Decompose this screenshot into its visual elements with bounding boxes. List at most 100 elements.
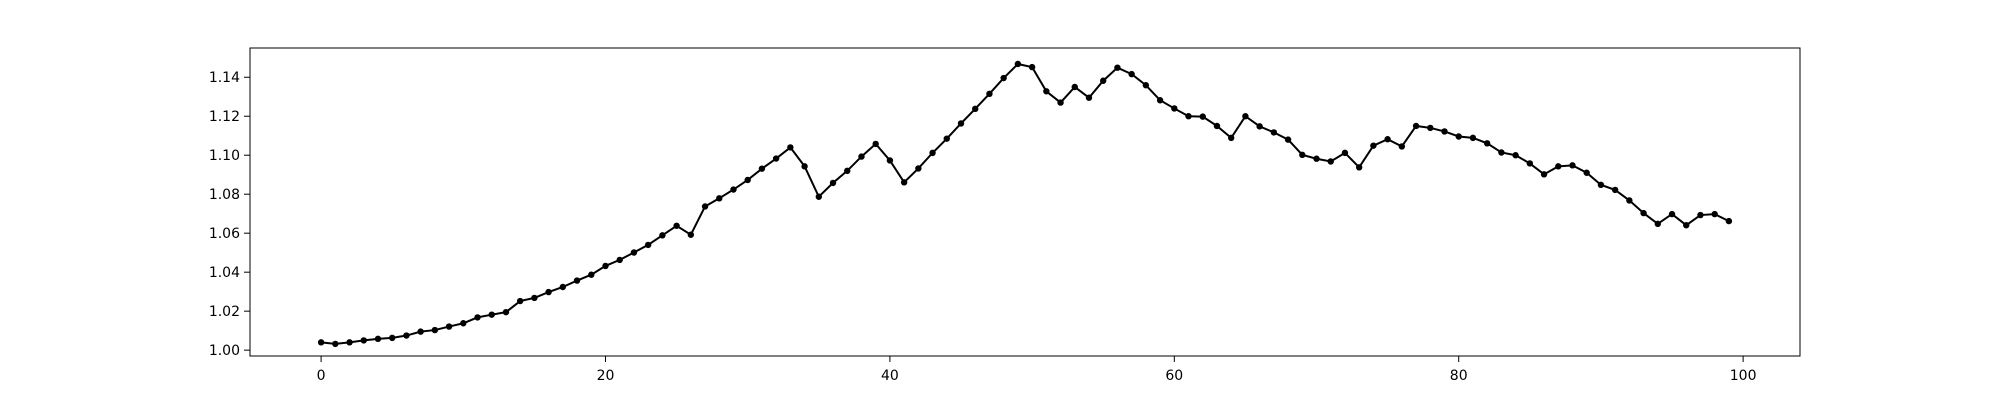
data-point bbox=[858, 153, 865, 160]
data-point bbox=[1668, 210, 1676, 218]
data-point bbox=[1071, 83, 1078, 91]
data-point bbox=[1057, 99, 1064, 106]
data-point bbox=[1227, 134, 1235, 142]
data-point bbox=[1242, 113, 1249, 120]
data-point bbox=[673, 222, 680, 229]
data-point bbox=[844, 167, 851, 175]
data-point bbox=[1483, 140, 1491, 147]
data-point bbox=[1270, 129, 1278, 136]
data-point bbox=[1654, 220, 1662, 228]
data-point bbox=[1085, 94, 1093, 101]
data-point bbox=[1313, 155, 1320, 162]
y-axis-ticks: 1.00 1.02 1.04 1.06 1.08 1.10 1.12 1.14 bbox=[209, 70, 250, 359]
data-point bbox=[1455, 133, 1462, 140]
data-point bbox=[1640, 209, 1647, 217]
data-point bbox=[1199, 113, 1206, 120]
x-tick-label: 20 bbox=[597, 368, 615, 384]
y-tick-label: 1.08 bbox=[209, 187, 240, 203]
data-point bbox=[545, 288, 552, 296]
data-point bbox=[616, 256, 623, 264]
data-point bbox=[801, 163, 808, 170]
data-point bbox=[972, 105, 979, 113]
data-point bbox=[1512, 152, 1519, 159]
data-point bbox=[531, 294, 538, 302]
data-point bbox=[1355, 164, 1363, 171]
data-point bbox=[1014, 60, 1022, 68]
data-point bbox=[1412, 122, 1420, 130]
data-point bbox=[815, 193, 823, 200]
data-point bbox=[1697, 211, 1704, 219]
data-point bbox=[687, 231, 695, 238]
data-point bbox=[460, 320, 467, 327]
data-point bbox=[360, 337, 367, 344]
data-point bbox=[872, 140, 879, 148]
data-point bbox=[1370, 142, 1377, 149]
data-point bbox=[1683, 222, 1690, 229]
data-point bbox=[915, 165, 922, 172]
data-point bbox=[1526, 160, 1534, 167]
data-point bbox=[829, 179, 837, 187]
y-tick-label: 1.14 bbox=[209, 70, 240, 86]
data-point bbox=[1327, 158, 1334, 165]
data-point bbox=[1341, 149, 1349, 157]
data-point bbox=[659, 232, 666, 239]
plot-area-background bbox=[250, 48, 1800, 356]
x-tick-label: 80 bbox=[1450, 368, 1468, 384]
x-axis-ticks: 0 20 40 60 80 100 bbox=[317, 356, 1757, 384]
x-tick-label: 60 bbox=[1165, 368, 1183, 384]
data-point bbox=[1043, 88, 1050, 95]
data-point bbox=[644, 241, 652, 249]
data-point bbox=[1555, 163, 1562, 170]
data-point bbox=[772, 155, 780, 162]
series-markers bbox=[317, 60, 1733, 348]
data-point bbox=[1100, 77, 1107, 84]
x-tick-label: 40 bbox=[881, 368, 899, 384]
data-point bbox=[346, 339, 353, 346]
data-point bbox=[474, 314, 481, 321]
x-tick-label: 0 bbox=[317, 368, 326, 384]
x-tick-label: 100 bbox=[1730, 368, 1757, 384]
data-point bbox=[943, 135, 950, 142]
data-point bbox=[431, 326, 439, 334]
data-point bbox=[1540, 171, 1548, 178]
data-point bbox=[1256, 123, 1263, 130]
data-point bbox=[1498, 149, 1505, 156]
data-point bbox=[417, 328, 424, 335]
data-point bbox=[332, 340, 339, 348]
data-point bbox=[559, 283, 567, 291]
data-point bbox=[744, 176, 751, 184]
data-point bbox=[929, 149, 936, 157]
data-point bbox=[1000, 74, 1007, 82]
data-point bbox=[1725, 217, 1733, 225]
data-point bbox=[1299, 151, 1306, 159]
data-point bbox=[488, 311, 495, 318]
data-point bbox=[900, 179, 908, 186]
data-point bbox=[787, 144, 794, 151]
data-point bbox=[374, 335, 382, 343]
data-point bbox=[602, 262, 609, 270]
data-point bbox=[502, 308, 510, 316]
data-point bbox=[1711, 210, 1718, 218]
y-tick-label: 1.02 bbox=[209, 304, 240, 320]
data-point bbox=[1185, 113, 1192, 120]
data-point bbox=[1028, 63, 1036, 71]
data-point bbox=[716, 195, 723, 202]
data-point bbox=[317, 339, 325, 346]
series-line bbox=[320, 62, 1730, 345]
data-point bbox=[403, 332, 410, 339]
data-point bbox=[1626, 197, 1633, 204]
data-point bbox=[1597, 181, 1605, 189]
plot-area-frame bbox=[249, 47, 1801, 357]
data-point bbox=[1469, 134, 1477, 142]
y-tick-label: 1.12 bbox=[209, 109, 240, 125]
data-point bbox=[1213, 122, 1221, 130]
data-point bbox=[1114, 64, 1121, 71]
data-point bbox=[1398, 143, 1406, 150]
data-point bbox=[1611, 186, 1619, 194]
data-point bbox=[1384, 136, 1391, 143]
data-point bbox=[957, 120, 965, 127]
data-point bbox=[588, 271, 595, 278]
data-point bbox=[1583, 169, 1590, 176]
